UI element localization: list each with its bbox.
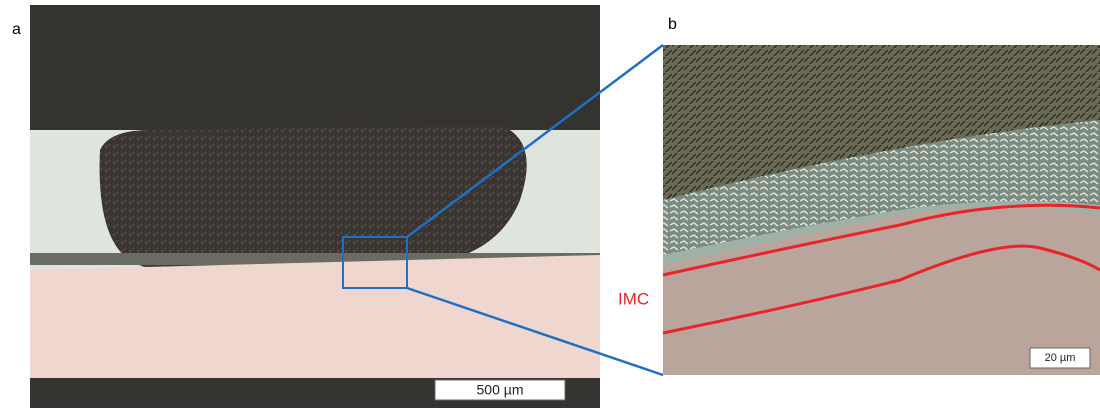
- imc-annotation: IMC: [618, 289, 649, 308]
- panel-label: b: [668, 16, 677, 33]
- panel-b: 20 µm b IMC: [618, 16, 1100, 375]
- panel-label: a: [12, 21, 21, 38]
- figure: 500 µm a 20 µm b IMC: [0, 0, 1100, 408]
- copper-sheet: [30, 255, 600, 378]
- scale-bar-label: 500 µm: [477, 382, 524, 398]
- panel-a: 500 µm a: [12, 5, 600, 408]
- scale-bar-label: 20 µm: [1045, 352, 1076, 364]
